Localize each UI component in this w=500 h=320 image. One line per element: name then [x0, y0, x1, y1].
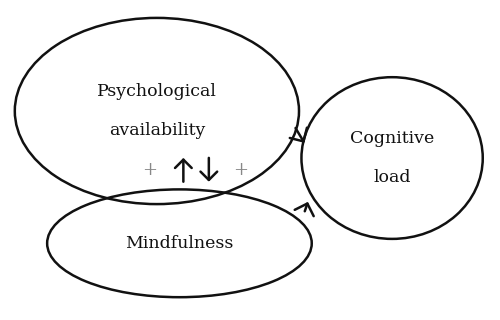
Text: +: +: [232, 161, 248, 179]
Text: +: +: [142, 161, 158, 179]
Text: Cognitive

load: Cognitive load: [350, 130, 434, 186]
Text: Mindfulness: Mindfulness: [126, 235, 234, 252]
Text: Psychological

availability: Psychological availability: [97, 83, 217, 139]
